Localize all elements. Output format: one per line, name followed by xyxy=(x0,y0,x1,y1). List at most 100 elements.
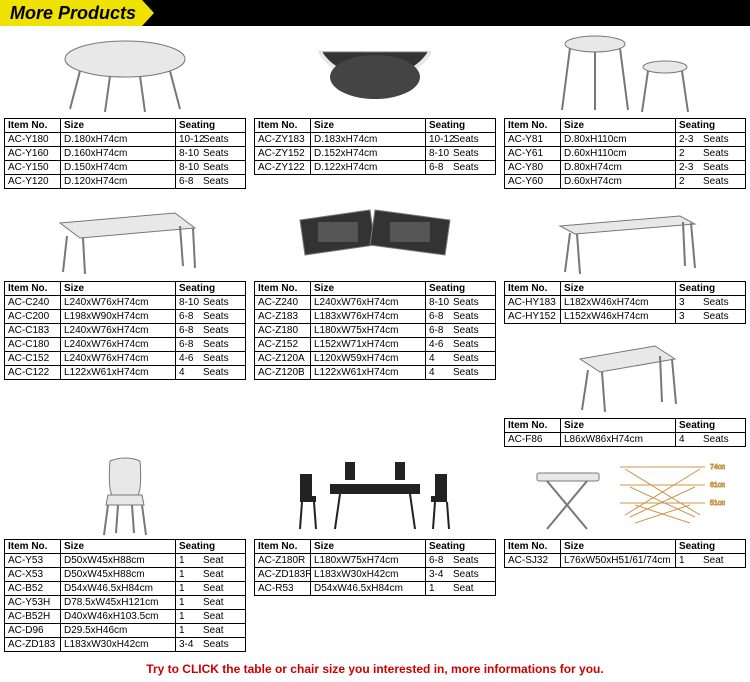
cell-size: D.180xH74cm xyxy=(61,133,176,147)
cell-item: AC-X53 xyxy=(5,568,61,582)
cell-seating: 8-10Seats xyxy=(426,296,496,310)
table-row[interactable]: AC-Y180 D.180xH74cm 10-12Seats xyxy=(5,133,246,147)
cell-size: L122xW61xH74cm xyxy=(311,366,426,380)
cell-seating: 2-3Seats xyxy=(676,161,746,175)
cell-seating: 6-8Seats xyxy=(176,338,246,352)
cell-size: L76xW50xH51/61/74cm xyxy=(561,554,676,568)
table-row[interactable]: AC-C152 L240xW76xH74cm 4-6Seats xyxy=(5,352,246,366)
table-row[interactable]: AC-Z180 L180xW75xH74cm 6-8Seats xyxy=(255,324,496,338)
cell-item: AC-R53 xyxy=(255,582,311,596)
cell-seating: 4Seats xyxy=(426,352,496,366)
cell-size: D54xW46.5xH84cm xyxy=(61,582,176,596)
grid-cell: Item No. Size Seating AC-Y81 D.80xH110cm… xyxy=(504,30,746,189)
cell-seating: 1Seat xyxy=(426,582,496,596)
table-row[interactable]: AC-X53 D50xW45xH88cm 1Seat xyxy=(5,568,246,582)
cell-item: AC-Y81 xyxy=(505,133,561,147)
table-row[interactable]: AC-C183 L240xW76xH74cm 6-8Seats xyxy=(5,324,246,338)
grid-cell: Item No. Size Seating AC-Z180R L180xW75x… xyxy=(254,451,496,652)
product-image xyxy=(504,330,746,418)
col-seating: Seating xyxy=(676,119,746,133)
grid-cell: Item No. Size Seating AC-HY183 L182xW46x… xyxy=(504,193,746,447)
product-grid: Item No. Size Seating AC-Y180 D.180xH74c… xyxy=(0,26,750,656)
table-row[interactable]: AC-R53 D54xW46.5xH84cm 1Seat xyxy=(255,582,496,596)
cell-size: D.60xH74cm xyxy=(561,175,676,189)
cell-item: AC-ZY152 xyxy=(255,147,311,161)
table-row[interactable]: AC-ZD183 L183xW30xH42cm 3-4Seats xyxy=(5,638,246,652)
cell-item: AC-C183 xyxy=(5,324,61,338)
cell-item: AC-Y120 xyxy=(5,175,61,189)
table-row[interactable]: AC-Z183 L183xW76xH74cm 6-8Seats xyxy=(255,310,496,324)
cell-seating: 6-8Seats xyxy=(176,175,246,189)
table-row[interactable]: AC-Z180R L180xW75xH74cm 6-8Seats xyxy=(255,554,496,568)
table-row[interactable]: AC-Y53H D78.5xW45xH121cm 1Seat xyxy=(5,596,246,610)
grid-cell: Item No. Size Seating AC-Y180 D.180xH74c… xyxy=(4,30,246,189)
cell-size: L183xW30xH42cm xyxy=(61,638,176,652)
cell-size: D50xW45xH88cm xyxy=(61,568,176,582)
table-row[interactable]: AC-Z120A L120xW59xH74cm 4Seats xyxy=(255,352,496,366)
table-row[interactable]: AC-ZY183 D.183xH74cm 10-12Seats xyxy=(255,133,496,147)
table-row[interactable]: AC-SJ32 L76xW50xH51/61/74cm 1Seat xyxy=(505,554,746,568)
cell-size: L240xW76xH74cm xyxy=(311,296,426,310)
cell-item: AC-Z180 xyxy=(255,324,311,338)
cell-seating: 1Seat xyxy=(176,568,246,582)
table-row[interactable]: AC-C200 L198xW90xH74cm 6-8Seats xyxy=(5,310,246,324)
cell-item: AC-ZD183R xyxy=(255,568,311,582)
col-item: Item No. xyxy=(5,119,61,133)
table-row[interactable]: AC-Y120 D.120xH74cm 6-8Seats xyxy=(5,175,246,189)
cell-seating: 1Seat xyxy=(176,624,246,638)
table-row[interactable]: AC-Y81 D.80xH110cm 2-3Seats xyxy=(505,133,746,147)
table-row[interactable]: AC-B52H D40xW46xH103.5cm 1Seat xyxy=(5,610,246,624)
product-image xyxy=(4,451,246,539)
table-row[interactable]: AC-ZY152 D.152xH74cm 8-10Seats xyxy=(255,147,496,161)
table-row[interactable]: AC-D96 D29.5xH46cm 1Seat xyxy=(5,624,246,638)
svg-text:61cm: 61cm xyxy=(710,482,725,489)
svg-text:51cm: 51cm xyxy=(710,500,725,507)
table-row[interactable]: AC-ZD183R L183xW30xH42cm 3-4Seats xyxy=(255,568,496,582)
cell-size: D.160xH74cm xyxy=(61,147,176,161)
table-row[interactable]: AC-Y150 D.150xH74cm 8-10Seats xyxy=(5,161,246,175)
table-row[interactable]: AC-Y60 D.60xH74cm 2Seats xyxy=(505,175,746,189)
cell-seating: 8-10Seats xyxy=(176,147,246,161)
col-item: Item No. xyxy=(505,419,561,433)
cell-size: L122xW61xH74cm xyxy=(61,366,176,380)
cell-size: D78.5xW45xH121cm xyxy=(61,596,176,610)
cell-size: D.150xH74cm xyxy=(61,161,176,175)
table-row[interactable]: AC-Y160 D.160xH74cm 8-10Seats xyxy=(5,147,246,161)
col-item: Item No. xyxy=(505,540,561,554)
cell-seating: 1Seat xyxy=(676,554,746,568)
table-row[interactable]: AC-Y53 D50xW45xH88cm 1Seat xyxy=(5,554,246,568)
table-row[interactable]: AC-C122 L122xW61xH74cm 4Seats xyxy=(5,366,246,380)
cell-item: AC-Y150 xyxy=(5,161,61,175)
table-row[interactable]: AC-Y61 D.60xH110cm 2Seats xyxy=(505,147,746,161)
table-row[interactable]: AC-Z240 L240xW76xH74cm 8-10Seats xyxy=(255,296,496,310)
cell-item: AC-Z180R xyxy=(255,554,311,568)
product-image xyxy=(254,193,496,281)
cell-seating: 6-8Seats xyxy=(426,161,496,175)
cell-item: AC-B52H xyxy=(5,610,61,624)
cell-size: L240xW76xH74cm xyxy=(61,338,176,352)
cell-seating: 10-12Seats xyxy=(176,133,246,147)
table-row[interactable]: AC-HY152 L152xW46xH74cm 3Seats xyxy=(505,310,746,324)
col-seating: Seating xyxy=(426,282,496,296)
col-size: Size xyxy=(61,119,176,133)
cell-seating: 1Seat xyxy=(176,554,246,568)
table-row[interactable]: AC-C240 L240xW76xH74cm 8-10Seats xyxy=(5,296,246,310)
table-row[interactable]: AC-Z120B L122xW61xH74cm 4Seats xyxy=(255,366,496,380)
table-row[interactable]: AC-B52 D54xW46.5xH84cm 1Seat xyxy=(5,582,246,596)
cell-size: L182xW46xH74cm xyxy=(561,296,676,310)
cell-seating: 10-12Seats xyxy=(426,133,496,147)
table-row[interactable]: AC-F86 L86xW86xH74cm 4Seats xyxy=(505,433,746,447)
product-image xyxy=(4,193,246,281)
cell-seating: 4Seats xyxy=(176,366,246,380)
table-row[interactable]: AC-C180 L240xW76xH74cm 6-8Seats xyxy=(5,338,246,352)
spec-table: Item No. Size Seating AC-SJ32 L76xW50xH5… xyxy=(504,539,746,568)
cell-seating: 3Seats xyxy=(676,296,746,310)
table-row[interactable]: AC-Z152 L152xW71xH74cm 4-6Seats xyxy=(255,338,496,352)
cell-size: D.120xH74cm xyxy=(61,175,176,189)
table-row[interactable]: AC-HY183 L182xW46xH74cm 3Seats xyxy=(505,296,746,310)
col-size: Size xyxy=(61,282,176,296)
cell-seating: 8-10Seats xyxy=(426,147,496,161)
table-row[interactable]: AC-Y80 D.80xH74cm 2-3Seats xyxy=(505,161,746,175)
cell-seating: 1Seat xyxy=(176,582,246,596)
table-row[interactable]: AC-ZY122 D.122xH74cm 6-8Seats xyxy=(255,161,496,175)
